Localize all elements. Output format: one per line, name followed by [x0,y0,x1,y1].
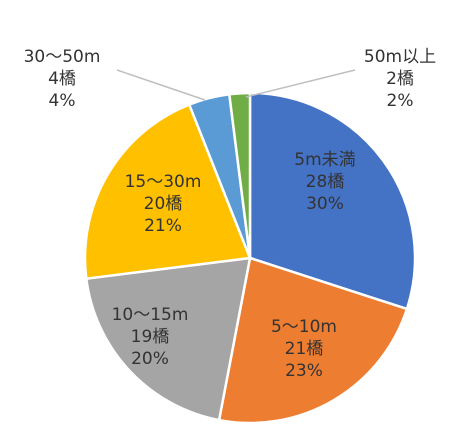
pie-slice [248,91,417,311]
slice-count: 2橋 [386,69,414,89]
pie-slice [85,256,252,422]
slice-label: 50m以上 2橋 2% [364,47,436,111]
pie-slice [228,91,252,260]
slice-category: 30～50m [24,47,101,67]
slice-percent: 4% [49,91,76,111]
slice-count: 19橋 [131,327,170,347]
slice-count: 20橋 [144,194,183,214]
slice-percent: 21% [144,216,182,236]
slice-category: 10～15m [112,305,189,325]
pie-labels: 5m未満 28橋 30%5～10m 21橋 23%10～15m 19橋 20%15～30m 2… [24,47,437,381]
slice-category: 5～10m [271,317,337,337]
slice-category: 15～30m [125,172,202,192]
pie-slice [83,103,252,280]
pie-slice [217,256,409,425]
leader-line [116,69,206,101]
slice-category: 5m未満 [294,150,355,170]
slice-label: 30～50m 4橋 4% [24,47,101,111]
slice-percent: 2% [387,91,414,111]
slice-percent: 20% [131,349,169,369]
slice-percent: 30% [306,194,344,214]
leader-line [245,69,356,98]
slice-count: 4橋 [48,69,76,89]
slice-count: 28橋 [306,172,345,192]
pie-slices [83,91,417,425]
slice-category: 50m以上 [364,47,436,67]
slice-label: 10～15m 19橋 20% [112,305,189,369]
slice-label: 15～30m 20橋 21% [125,172,202,236]
slice-label: 5m未満 28橋 30% [294,150,355,214]
slice-count: 21橋 [285,339,324,359]
slice-label: 5～10m 21橋 23% [271,317,337,381]
slice-percent: 23% [285,361,323,381]
